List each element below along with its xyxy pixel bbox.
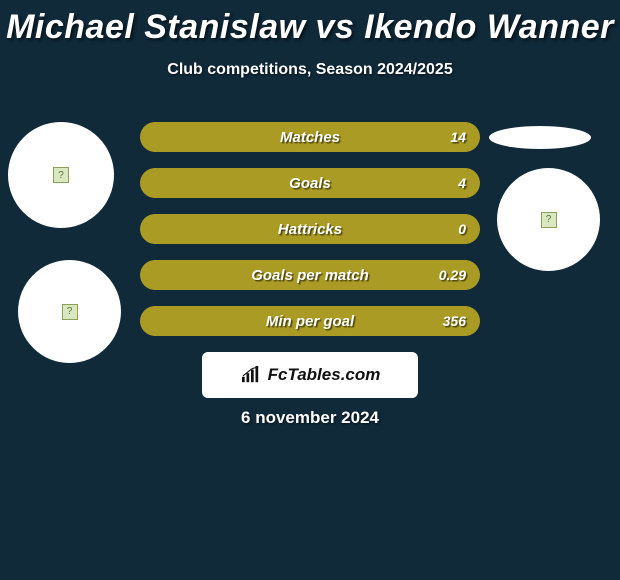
stat-value: 4	[458, 175, 466, 191]
stat-value: 0.29	[439, 267, 466, 283]
brand-badge: FcTables.com	[202, 352, 418, 398]
image-placeholder-icon: ?	[62, 304, 78, 320]
stat-value: 14	[450, 129, 466, 145]
stat-row: Min per goal 356	[140, 306, 480, 336]
stat-value: 0	[458, 221, 466, 237]
chart-icon	[240, 366, 262, 384]
image-placeholder-icon: ?	[541, 212, 557, 228]
stat-row: Hattricks 0	[140, 214, 480, 244]
brand-text: FcTables.com	[268, 365, 381, 385]
image-placeholder-icon: ?	[53, 167, 69, 183]
stat-value: 356	[443, 313, 466, 329]
page-title: Michael Stanislaw vs Ikendo Wanner	[0, 0, 620, 47]
player-avatar-3: ?	[497, 168, 600, 271]
page-subtitle: Club competitions, Season 2024/2025	[0, 61, 620, 79]
stat-label: Goals per match	[251, 267, 369, 284]
stat-row: Goals 4	[140, 168, 480, 198]
player-avatar-2: ?	[18, 260, 121, 363]
decorative-oval	[489, 126, 591, 149]
stat-label: Matches	[280, 129, 340, 146]
stat-row: Matches 14	[140, 122, 480, 152]
stat-row: Goals per match 0.29	[140, 260, 480, 290]
player-avatar-1: ?	[8, 122, 114, 228]
stat-label: Hattricks	[278, 221, 342, 238]
stat-label: Goals	[289, 175, 331, 192]
stat-bars: Matches 14 Goals 4 Hattricks 0 Goals per match…	[140, 122, 480, 352]
date-label: 6 november 2024	[241, 408, 379, 428]
stat-label: Min per goal	[266, 313, 354, 330]
